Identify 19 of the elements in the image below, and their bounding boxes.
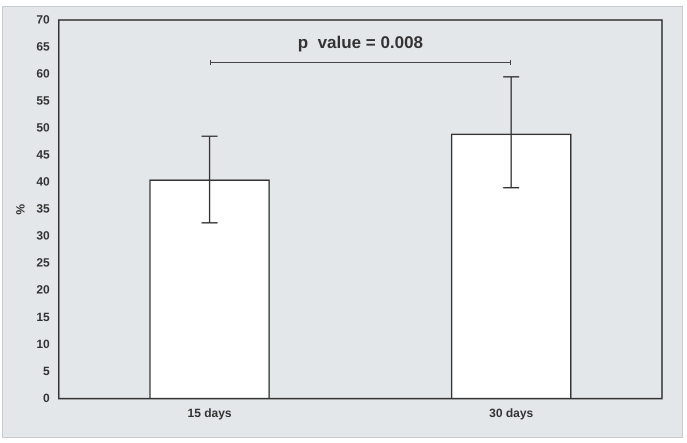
y-tick-label: 50 (36, 120, 50, 134)
y-tick-label: 0 (43, 390, 50, 405)
y-axis-title: % (14, 204, 28, 215)
y-tick-label: 30 (36, 228, 50, 243)
y-tick-label: 70 (36, 12, 50, 26)
y-tick-label: 15 (36, 310, 50, 324)
y-tick-label: 5 (43, 364, 50, 378)
annotation: p value = 0.008 (298, 33, 423, 52)
y-tick-label: 45 (36, 148, 50, 162)
y-tick-label: 20 (36, 282, 50, 297)
y-tick-label: 55 (36, 93, 50, 108)
x-tick-label: 30 days (489, 406, 534, 420)
y-tick-label: 10 (36, 336, 50, 351)
y-tick-label: 65 (36, 39, 50, 54)
y-tick-label: 60 (36, 66, 50, 80)
x-tick-label: 15 days (188, 406, 232, 420)
y-tick-label: 35 (36, 202, 50, 216)
y-tick-label: 40 (36, 174, 50, 189)
y-tick-label: 25 (36, 256, 50, 270)
